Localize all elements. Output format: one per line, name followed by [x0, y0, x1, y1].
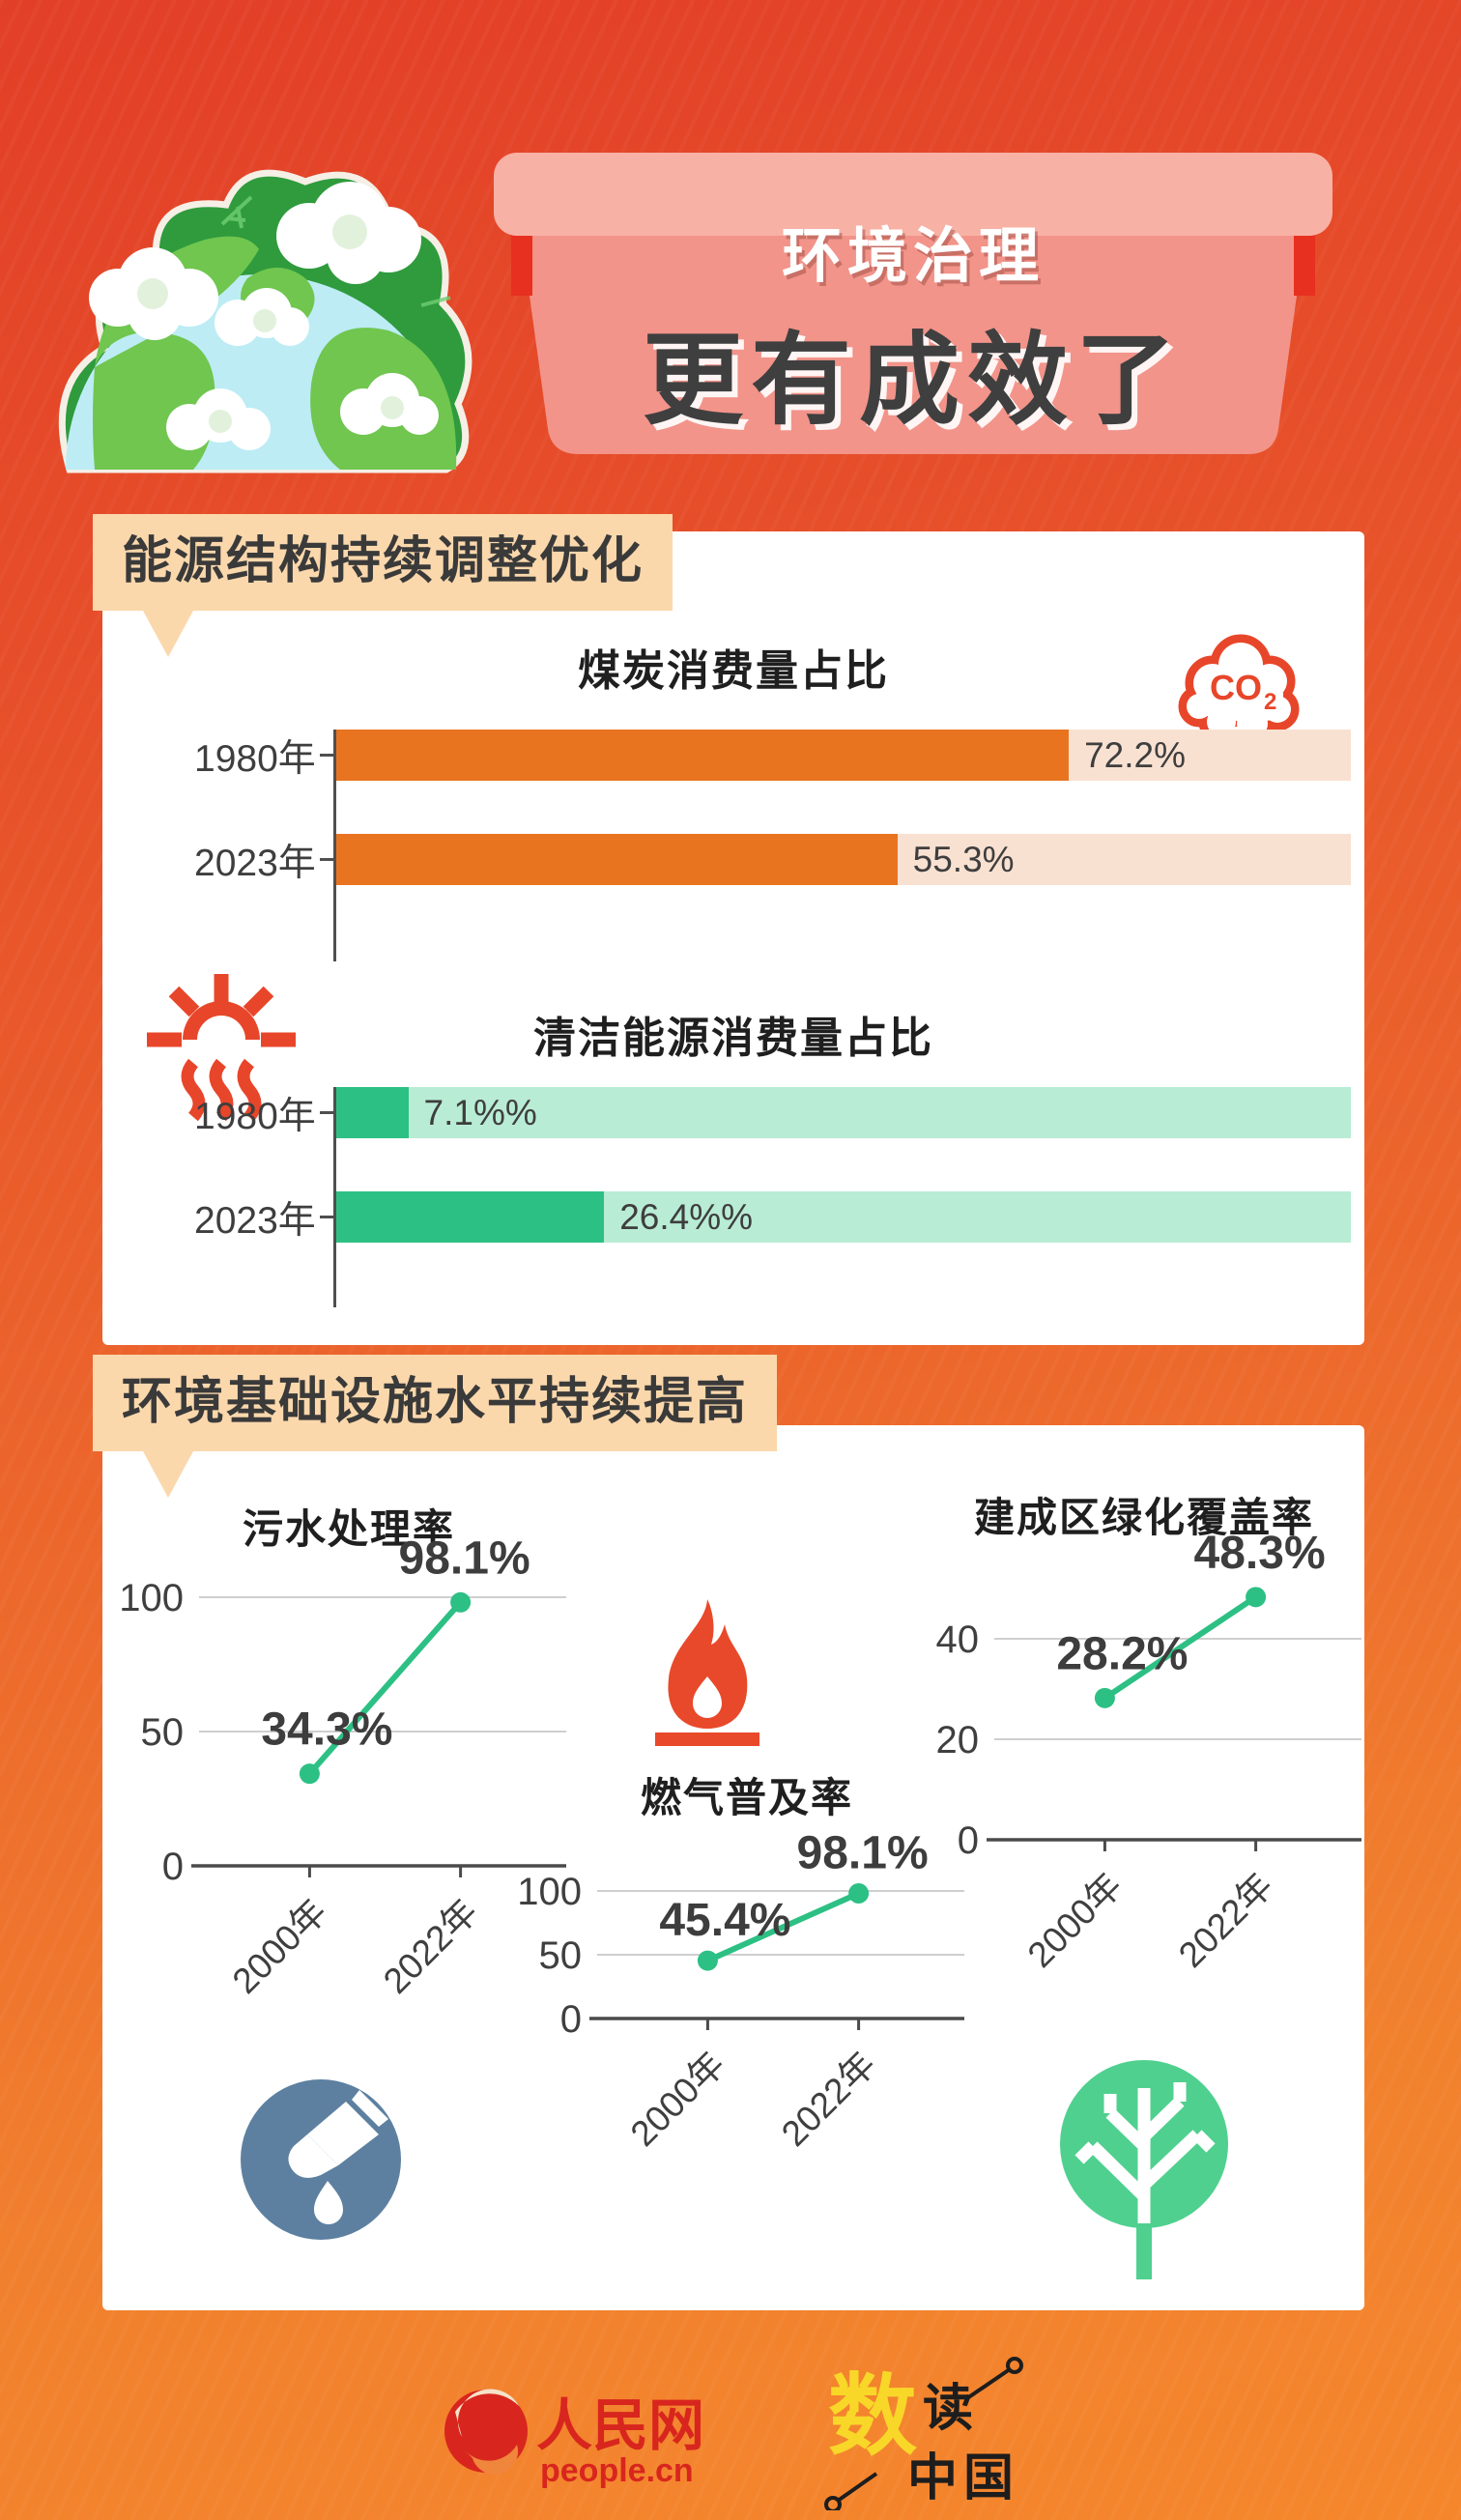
bar-row: 1980年 72.2% [194, 730, 1351, 781]
line-chart-canvas: 0 20 40 2000年 2022年 28.2%48.3% [936, 1528, 1361, 1975]
bar-category-label: 2023年 [194, 842, 316, 884]
sewage-chart-title: 污水处理率 [242, 1506, 455, 1552]
bar-track: 72.2% [336, 730, 1351, 781]
coal-chart-title: 煤炭消费量占比 [578, 647, 889, 695]
bar-track: 55.3% [336, 834, 1351, 885]
bar-value-label: 26.4%% [619, 1196, 753, 1237]
x-tick-label: 2000年 [623, 2045, 732, 2154]
data-point-value-label: 98.1% [797, 1828, 929, 1879]
bar-chart-axis [333, 730, 336, 961]
axis-tick [320, 1216, 333, 1218]
bar-value-label: 55.3% [912, 839, 1015, 879]
co2-cloud-icon: CO 2 [1178, 634, 1300, 773]
axis-tick [320, 1111, 333, 1114]
data-point-value-label: 45.4% [659, 1895, 790, 1946]
data-point [450, 1591, 472, 1613]
infrastructure-section-card: 污水处理率 0 50 100 2000年 2022年 34.3% 98.1% 燃气普及率 0… [102, 1425, 1364, 2310]
data-line [706, 1890, 860, 1963]
data-line [307, 1600, 463, 1776]
data-point [1094, 1687, 1115, 1708]
gas-chart-title: 燃气普及率 [640, 1775, 853, 1820]
data-line [1103, 1594, 1258, 1701]
banner-board-shape [494, 153, 1332, 454]
line-chart-canvas: 0 50 100 2000年 2022年 34.3% 98.1% [119, 1532, 566, 2001]
x-tick-label: 2022年 [774, 2045, 883, 2154]
y-tick-label: 0 [162, 1846, 184, 1888]
tree-icon [1060, 2060, 1228, 2279]
bar-value-label: 72.2% [1084, 734, 1187, 775]
bar-track: 26.4%% [336, 1191, 1351, 1243]
y-tick-label: 50 [539, 1934, 583, 1977]
data-point-value-label: 34.3% [261, 1704, 392, 1756]
shudu-chars-zhongguo: 中国 [907, 2450, 1019, 2506]
footer: 人民网 people.cn 数 读 中国 [0, 2356, 1461, 2510]
shudu-zhongguo-logo: 数 读 中国 [824, 2357, 1023, 2510]
green-coverage-chart-title: 建成区绿化覆盖率 [973, 1495, 1314, 1540]
bar-chart-axis [333, 1087, 336, 1307]
bar-track: 7.1%% [336, 1087, 1351, 1138]
shudu-char-shu: 数 [828, 2367, 917, 2466]
y-tick-label: 0 [560, 1998, 582, 2041]
y-tick-label: 0 [958, 1819, 979, 1862]
page-title-line1: 环境治理 [781, 223, 1045, 290]
y-tick-label: 40 [936, 1618, 980, 1661]
coal-bar-chart: 1980年 72.2% 2023年 55.3% [194, 730, 1351, 961]
shudu-char-du: 读 [923, 2381, 973, 2437]
y-tick-label: 50 [141, 1711, 185, 1754]
x-tick-label: 2000年 [225, 1892, 334, 2001]
bar-category-label: 1980年 [194, 737, 316, 780]
people-cn-url: people.cn [540, 2452, 694, 2489]
y-tick-label: 100 [119, 1577, 184, 1619]
energy-section-card: 煤炭消费量占比 CO 2 1980年 72.2% 2023年 55.3% 清洁能源消费… [102, 531, 1364, 1345]
sun-heat-icon [147, 974, 296, 1122]
flame-icon [655, 1599, 759, 1746]
x-tick-label: 2022年 [1171, 1866, 1280, 1975]
data-point [697, 1950, 718, 1971]
co2-subscript: 2 [1264, 689, 1276, 715]
data-point-value-label: 98.1% [399, 1532, 530, 1584]
bar-row: 1980年 7.1%% [194, 1087, 1351, 1138]
x-tick-label: 2000年 [1020, 1866, 1130, 1975]
water-tap-icon [241, 2079, 401, 2240]
co2-label: CO [1210, 668, 1262, 707]
data-point [299, 1763, 320, 1785]
gas-line-chart: 燃气普及率 0 50 100 2000年 2022年 45.4% 98.1% [517, 1765, 974, 2192]
data-point [1246, 1587, 1267, 1608]
bar-category-label: 2023年 [194, 1199, 316, 1242]
section-badge-infrastructure: 环境基础设施水平持续提高 [93, 1355, 778, 1498]
bar-row: 2023年 26.4%% [194, 1191, 1351, 1243]
clean-energy-bar-chart: 1980年 7.1%% 2023年 26.4%% [194, 1087, 1351, 1307]
people-cn-logo: 人民网 people.cn [444, 2389, 704, 2489]
data-point [848, 1883, 870, 1904]
x-tick-label: 2022年 [376, 1892, 485, 2001]
page-title-line2: 更有成效了 [642, 325, 1184, 437]
people-cn-name: 人民网 [536, 2394, 704, 2457]
clean-energy-chart-title: 清洁能源消费量占比 [533, 1015, 933, 1062]
bar-fill [336, 1087, 409, 1138]
y-tick-label: 20 [936, 1719, 980, 1761]
bar-fill [336, 834, 898, 885]
bar-value-label: 7.1%% [423, 1092, 537, 1132]
title-banner: 环境治理 更有成效了 [478, 143, 1348, 472]
bar-fill [336, 1191, 605, 1243]
sewage-line-chart: 污水处理率 0 50 100 2000年 2022年 34.3% 98.1% [119, 1497, 576, 2001]
bar-row: 2023年 55.3% [194, 834, 1351, 885]
bar-fill [336, 730, 1070, 781]
axis-tick [320, 858, 333, 861]
section-badge-energy: 能源结构持续调整优化 [93, 514, 673, 657]
data-point-value-label: 28.2% [1056, 1628, 1188, 1679]
earth-illustration [58, 169, 473, 473]
bar-category-label: 1980年 [194, 1095, 316, 1137]
green-coverage-line-chart: 建成区绿化覆盖率 0 20 40 2000年 2022年 28.2% 48.3% [917, 1485, 1371, 1975]
axis-tick [320, 754, 333, 757]
data-point-value-label: 48.3% [1194, 1528, 1326, 1579]
y-tick-label: 100 [517, 1871, 582, 1913]
line-chart-canvas: 0 50 100 2000年 2022年 45.4%98.1% [517, 1828, 964, 2154]
